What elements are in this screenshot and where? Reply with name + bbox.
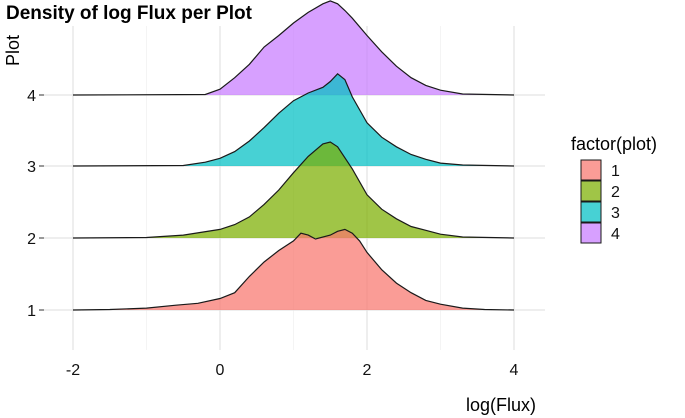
legend-title: factor(plot)	[571, 134, 657, 154]
legend-key-plot-1	[580, 159, 602, 181]
legend-key-plot-3	[580, 201, 602, 223]
legend: factor(plot) 1 2 3 4	[571, 134, 657, 244]
chart-title: Density of log Flux per Plot	[6, 3, 253, 24]
ridge-line-plot-2	[72, 141, 515, 239]
legend-label-plot-2: 2	[611, 184, 620, 201]
x-tick-label: -2	[66, 362, 80, 379]
y-tick-label: 4	[27, 88, 36, 105]
y-tick-label: 1	[27, 303, 36, 320]
x-axis-title: log(Flux)	[466, 395, 536, 415]
y-axis-ticks: 1 2 3 4	[27, 88, 44, 320]
density-ridges	[72, 0, 515, 311]
ridge-fill-plot-3	[73, 73, 514, 166]
ridge-fill-plot-1	[73, 229, 514, 310]
x-tick-label: 0	[216, 362, 225, 379]
x-tick-label: 2	[363, 362, 372, 379]
legend-label-plot-3: 3	[611, 205, 620, 222]
legend-label-plot-4: 4	[611, 226, 620, 243]
x-axis-ticks: -2 0 2 4	[66, 362, 519, 379]
y-axis-title: Plot	[3, 35, 23, 66]
y-tick-label: 2	[27, 231, 36, 248]
ridge-fill-plot-2	[73, 142, 514, 238]
legend-key-plot-4	[580, 222, 602, 244]
legend-label-plot-1: 1	[611, 163, 620, 180]
y-tick-label: 3	[27, 159, 36, 176]
legend-key-plot-2	[580, 180, 602, 202]
ridge-fill-plot-4	[73, 0, 514, 95]
x-tick-label: 4	[510, 362, 519, 379]
ridge-line-plot-3	[72, 72, 515, 167]
ridge-line-plot-1	[72, 228, 515, 311]
ridge-line-plot-4	[72, 0, 515, 96]
